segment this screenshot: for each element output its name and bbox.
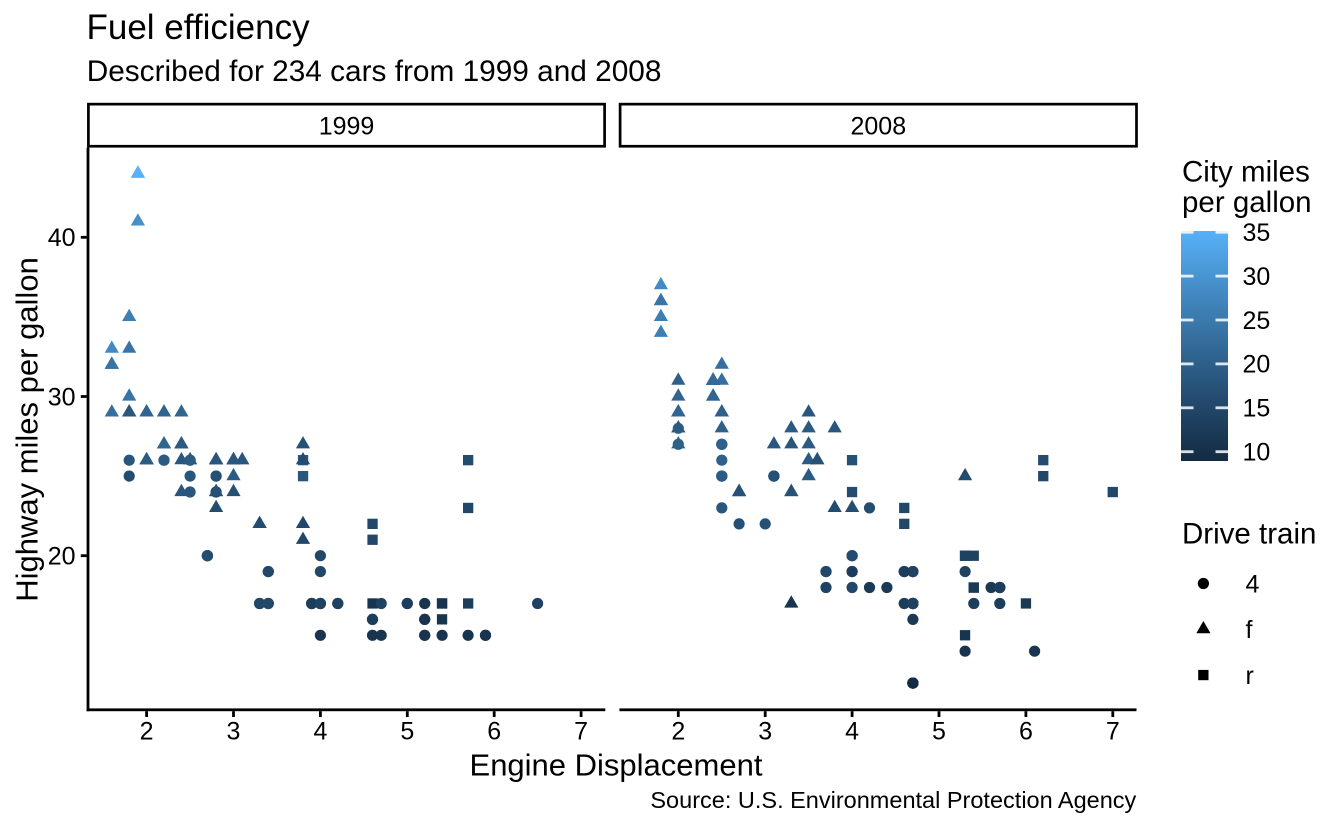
svg-text:2008: 2008 bbox=[850, 113, 906, 141]
svg-text:2: 2 bbox=[140, 717, 154, 745]
svg-text:30: 30 bbox=[48, 383, 76, 411]
svg-text:3: 3 bbox=[758, 717, 772, 745]
svg-text:7: 7 bbox=[1106, 717, 1120, 745]
svg-text:40: 40 bbox=[48, 224, 76, 252]
svg-text:20: 20 bbox=[1243, 351, 1271, 379]
svg-text:20: 20 bbox=[48, 543, 76, 571]
svg-text:Source: U.S. Environmental Pro: Source: U.S. Environmental Protection Ag… bbox=[650, 787, 1136, 813]
svg-text:2: 2 bbox=[671, 717, 685, 745]
svg-text:1999: 1999 bbox=[319, 113, 375, 141]
svg-text:35: 35 bbox=[1243, 219, 1271, 247]
svg-text:7: 7 bbox=[574, 717, 588, 745]
svg-text:r: r bbox=[1246, 662, 1254, 690]
svg-text:4: 4 bbox=[1246, 570, 1260, 598]
svg-text:Highway miles per gallon: Highway miles per gallon bbox=[10, 257, 45, 602]
svg-text:4: 4 bbox=[845, 717, 859, 745]
svg-text:4: 4 bbox=[313, 717, 327, 745]
svg-text:Engine Displacement: Engine Displacement bbox=[470, 748, 763, 783]
svg-text:3: 3 bbox=[227, 717, 241, 745]
svg-text:6: 6 bbox=[1019, 717, 1033, 745]
svg-text:City miles: City miles bbox=[1182, 156, 1310, 189]
svg-text:15: 15 bbox=[1243, 395, 1271, 423]
svg-text:per gallon: per gallon bbox=[1182, 186, 1312, 219]
svg-text:Drive train: Drive train bbox=[1182, 518, 1316, 551]
svg-text:Described for 234 cars from 19: Described for 234 cars from 1999 and 200… bbox=[87, 55, 662, 88]
svg-text:Fuel efficiency: Fuel efficiency bbox=[87, 8, 311, 47]
svg-text:6: 6 bbox=[487, 717, 501, 745]
svg-text:25: 25 bbox=[1243, 307, 1271, 335]
svg-text:30: 30 bbox=[1243, 263, 1271, 291]
svg-text:10: 10 bbox=[1243, 439, 1271, 467]
svg-text:5: 5 bbox=[400, 717, 414, 745]
svg-text:5: 5 bbox=[932, 717, 946, 745]
svg-text:f: f bbox=[1246, 616, 1253, 644]
